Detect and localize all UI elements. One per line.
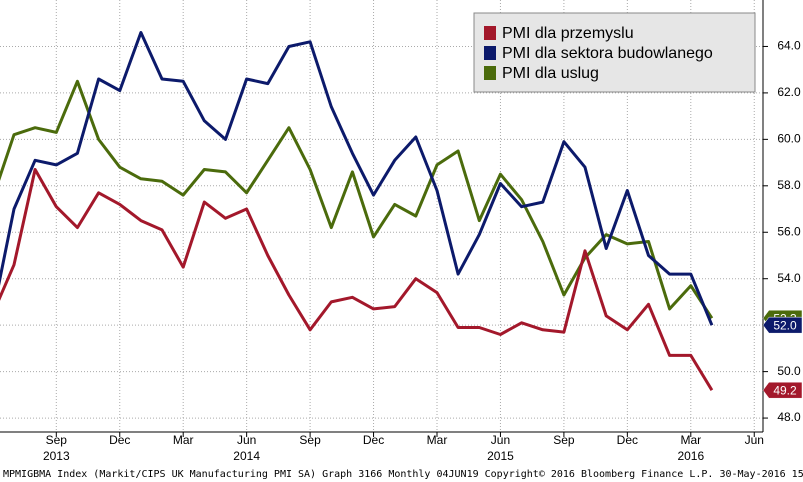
- footer: MPMIGBMA Index (Markit/CIPS UK Manufactu…: [3, 469, 803, 480]
- x-tick-label: Dec: [363, 433, 384, 447]
- x-tick-label: Jun: [745, 433, 764, 447]
- x-tick-label: Jun: [237, 433, 256, 447]
- x-year-label: 2016: [677, 449, 704, 463]
- y-tick-label: 58.0: [777, 178, 801, 192]
- x-tick-label: Sep: [46, 433, 68, 447]
- series-line: [0, 79, 714, 320]
- y-tick-label: 54.0: [777, 271, 801, 285]
- last-value-label: 52.0: [773, 318, 797, 332]
- legend-label: PMI dla sektora budowlanego: [502, 45, 713, 62]
- series-line: [0, 31, 714, 326]
- x-tick-label: Mar: [680, 433, 701, 447]
- x-tick-label: Dec: [109, 433, 130, 447]
- last-value-tag: [762, 316, 803, 334]
- y-tick-label: 56.0: [777, 224, 801, 238]
- x-tick-label: Sep: [299, 433, 321, 447]
- grid: [0, 0, 763, 432]
- legend-swatch: [484, 46, 496, 60]
- last-value-tag: [762, 381, 803, 399]
- x-year-label: 2014: [233, 449, 260, 463]
- legend-label: PMI dla uslug: [502, 65, 599, 82]
- x-tick-label: Mar: [173, 433, 194, 447]
- y-tick-label: 62.0: [777, 85, 801, 99]
- x-year-label: 2013: [43, 449, 70, 463]
- y-tick-label: 64.0: [777, 39, 801, 53]
- legend-swatch: [484, 26, 496, 40]
- axis-labels: 48.0 50.0 52.0 54.0 56.0 58.0 60.0 62.0 64.0 Sep D…: [43, 39, 803, 463]
- legend-box: [473, 12, 756, 93]
- series-line: [0, 168, 714, 391]
- y-tick-label: 60.0: [777, 132, 801, 146]
- last-value-label: 49.2: [773, 383, 797, 397]
- plot-area: [0, 31, 714, 391]
- x-tick-label: Dec: [617, 433, 638, 447]
- x-tick-label: Sep: [553, 433, 575, 447]
- y-tick-label: 48.0: [777, 410, 801, 424]
- legend: PMI dla przemyslu PMI dla sektora budowla…: [473, 12, 756, 93]
- x-year-label: 2015: [487, 449, 514, 463]
- legend-label: PMI dla przemyslu: [502, 25, 634, 42]
- legend-swatch: [484, 66, 496, 80]
- y-tick-label: 50.0: [777, 364, 801, 378]
- x-tick-label: Mar: [427, 433, 448, 447]
- x-tick-label: Jun: [491, 433, 510, 447]
